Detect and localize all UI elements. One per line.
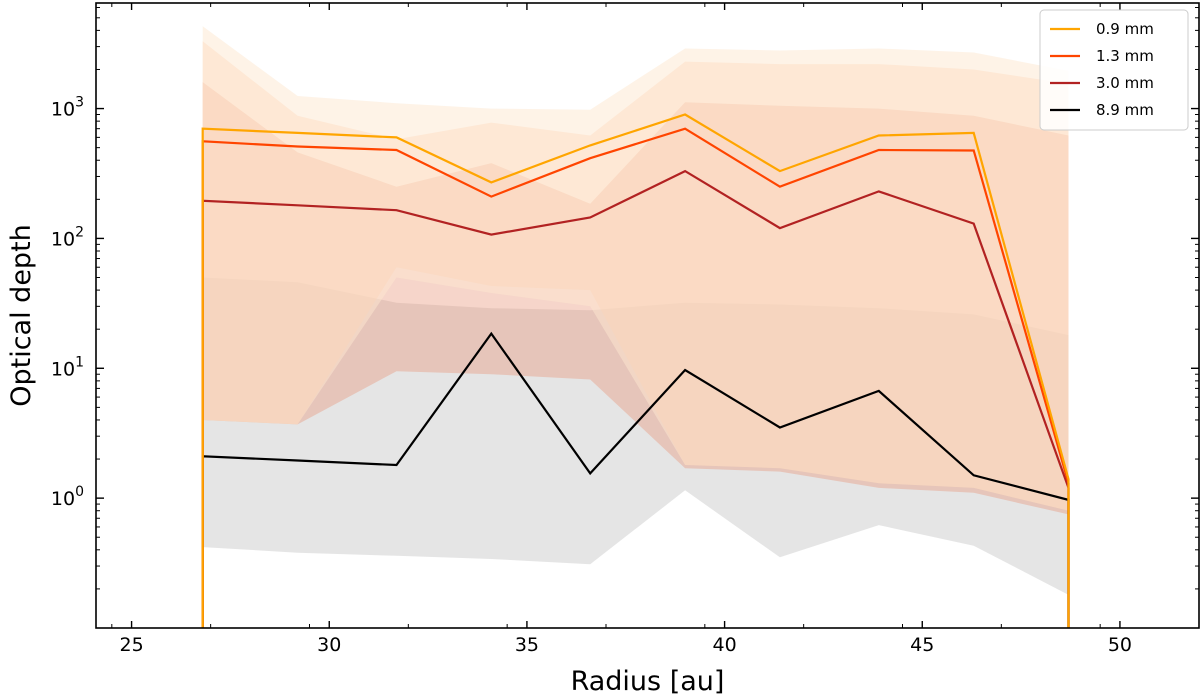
y-tick-label: 101 [51,354,84,380]
uncertainty-bands [202,26,1069,595]
y-axis-ticks: 100 101 102 103 [51,7,1199,590]
y-tick-label: 103 [51,95,84,121]
series-line-3-0-mm [201,169,1070,628]
series-line-0-9-mm [201,113,1070,628]
x-tick-label: 25 [119,634,143,656]
x-tick-label: 35 [515,634,539,656]
plot-frame [95,2,1200,629]
legend-label: 3.0 mm [1096,74,1154,92]
legend-label: 0.9 mm [1096,20,1154,38]
series-line-1-3-mm [201,127,1070,628]
x-tick-label: 50 [1108,634,1132,656]
legend-label: 1.3 mm [1096,47,1154,65]
legend-box [1039,9,1189,131]
x-axis-label: Radius [au] [571,666,725,697]
legend-label: 8.9 mm [1096,101,1154,119]
y-tick-label: 102 [51,224,84,250]
series-line-8-9-mm [201,331,1070,628]
y-tick-label: 100 [51,484,84,510]
x-axis-ticks: 25 30 35 40 45 50 [111,3,1200,656]
series-lines [201,113,1070,628]
x-tick-label: 40 [712,634,736,656]
y-axis-label: Optical depth [6,224,37,407]
x-tick-label: 45 [910,634,934,656]
x-tick-label: 30 [317,634,341,656]
legend: 0.9 mm 1.3 mm 3.0 mm 8.9 mm [1039,9,1189,131]
